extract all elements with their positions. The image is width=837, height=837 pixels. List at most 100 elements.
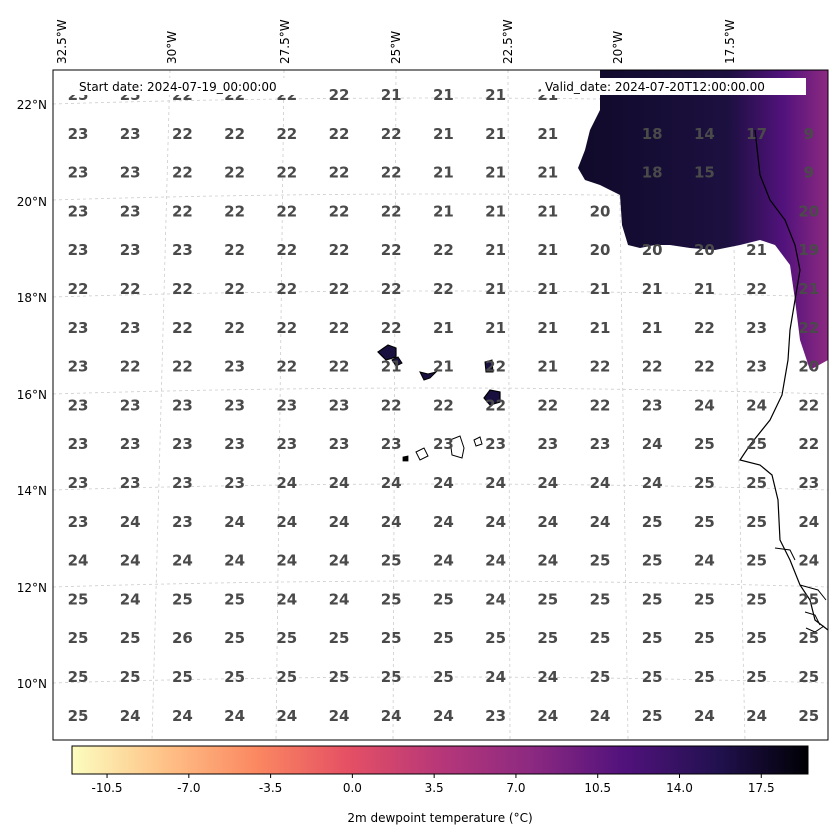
parallel-line: [53, 580, 828, 588]
grid-value: 24: [381, 707, 402, 725]
grid-value: 22: [224, 164, 245, 182]
grid-value: 23: [120, 202, 141, 220]
grid-value: 24: [485, 590, 506, 608]
grid-value: 23: [120, 241, 141, 259]
grid-value: 24: [642, 474, 663, 492]
grid-value: 21: [537, 202, 558, 220]
grid-value: 24: [120, 513, 141, 531]
colorbar-tick-label: 10.5: [584, 781, 611, 795]
grid-value: 23: [68, 241, 89, 259]
grid-value: 24: [485, 552, 506, 570]
grid-value: 23: [537, 435, 558, 453]
grid-value: 25: [798, 707, 819, 725]
grid-value: 23: [798, 474, 819, 492]
grid-value: 26: [172, 629, 193, 647]
grid-value: 23: [172, 435, 193, 453]
grid-value: 22: [381, 125, 402, 143]
grid-value: 25: [642, 552, 663, 570]
lat-label: 20°N: [17, 195, 47, 209]
grid-value: 9: [804, 125, 814, 143]
grid-value: 23: [68, 358, 89, 376]
lon-label: 22.5°W: [501, 19, 515, 64]
grid-value: 24: [798, 552, 819, 570]
grid-value: 21: [433, 319, 454, 337]
grid-value: 25: [68, 668, 89, 686]
grid-value: 18: [642, 164, 663, 182]
grid-value: 23: [68, 396, 89, 414]
grid-value: 22: [381, 319, 402, 337]
grid-value: 22: [172, 125, 193, 143]
island: [449, 435, 465, 459]
grid-value: 22: [381, 164, 402, 182]
grid-value: 25: [68, 629, 89, 647]
grid-value: 24: [433, 513, 454, 531]
grid-value: 21: [381, 358, 402, 376]
grid-value: 25: [433, 668, 454, 686]
island: [391, 356, 403, 367]
grid-value: 24: [746, 396, 767, 414]
meridian-line: [729, 70, 746, 740]
grid-value: 24: [120, 707, 141, 725]
coastline: [739, 129, 828, 631]
grid-value: 21: [642, 280, 663, 298]
grid-value: 25: [381, 668, 402, 686]
colorbar: -10.5 -7.0 -3.5 0.0 3.5 7.0 10.5 14.0 17.5 2m de…: [71, 745, 809, 825]
grid-value: 20: [642, 241, 663, 259]
grid-value: 24: [537, 513, 558, 531]
grid-value: 24: [276, 552, 297, 570]
grid-value: 23: [224, 474, 245, 492]
grid-value: 21: [537, 241, 558, 259]
grid-value: 22: [381, 280, 402, 298]
meridian-line: [275, 70, 285, 740]
grid-value: 25: [590, 668, 611, 686]
grid-value: 24: [746, 707, 767, 725]
grid-value: 17: [746, 125, 767, 143]
grid-value: 25: [746, 474, 767, 492]
grid-value: 24: [590, 513, 611, 531]
grid-value: 25: [172, 590, 193, 608]
grid-value: 25: [694, 474, 715, 492]
grid-value: 25: [433, 629, 454, 647]
grid-value: 25: [694, 513, 715, 531]
grid-value: 22: [537, 396, 558, 414]
grid-value: 25: [642, 668, 663, 686]
grid-value: 22: [433, 396, 454, 414]
grid-value: 23: [642, 396, 663, 414]
grid-value: 25: [798, 629, 819, 647]
grid-value: 22: [381, 202, 402, 220]
grid-value: 24: [694, 552, 715, 570]
grid-value: 25: [68, 590, 89, 608]
grid-value: 24: [694, 396, 715, 414]
colorbar-tick-label: -7.0: [177, 781, 200, 795]
grid-value: 23: [172, 241, 193, 259]
coastline: [774, 547, 827, 633]
grid-value: 24: [329, 552, 350, 570]
grid-value: 21: [590, 280, 611, 298]
grid-value: 24: [381, 513, 402, 531]
grid-value: 22: [276, 125, 297, 143]
grid-value: 24: [381, 474, 402, 492]
valid-date-label: Valid_date: 2024-07-20T12:00:00.00: [545, 80, 765, 94]
grid-value: 21: [537, 319, 558, 337]
grid-value: 21: [642, 319, 663, 337]
grid-value: 24: [224, 552, 245, 570]
cape-verde-islands: [377, 344, 501, 462]
grid-value: 23: [172, 474, 193, 492]
grid-value: 25: [381, 629, 402, 647]
grid-value: 25: [642, 590, 663, 608]
grid-value: 21: [798, 280, 819, 298]
grid-value: 24: [172, 552, 193, 570]
start-date-box: [64, 78, 310, 95]
latitude-labels: 22°N 20°N 18°N 16°N 14°N 12°N 10°N: [17, 98, 47, 691]
grid-value: 24: [276, 474, 297, 492]
colorbar-tick-label: 7.0: [506, 781, 525, 795]
grid-value: 23: [224, 358, 245, 376]
grid-value: 22: [329, 280, 350, 298]
grid-value: 22: [224, 280, 245, 298]
grid-value: 23: [329, 396, 350, 414]
grid-value: 25: [694, 590, 715, 608]
grid-value: 23: [433, 435, 454, 453]
grid-value: 21: [433, 202, 454, 220]
lon-label: 20°W: [611, 31, 625, 64]
grid-value: 25: [433, 590, 454, 608]
